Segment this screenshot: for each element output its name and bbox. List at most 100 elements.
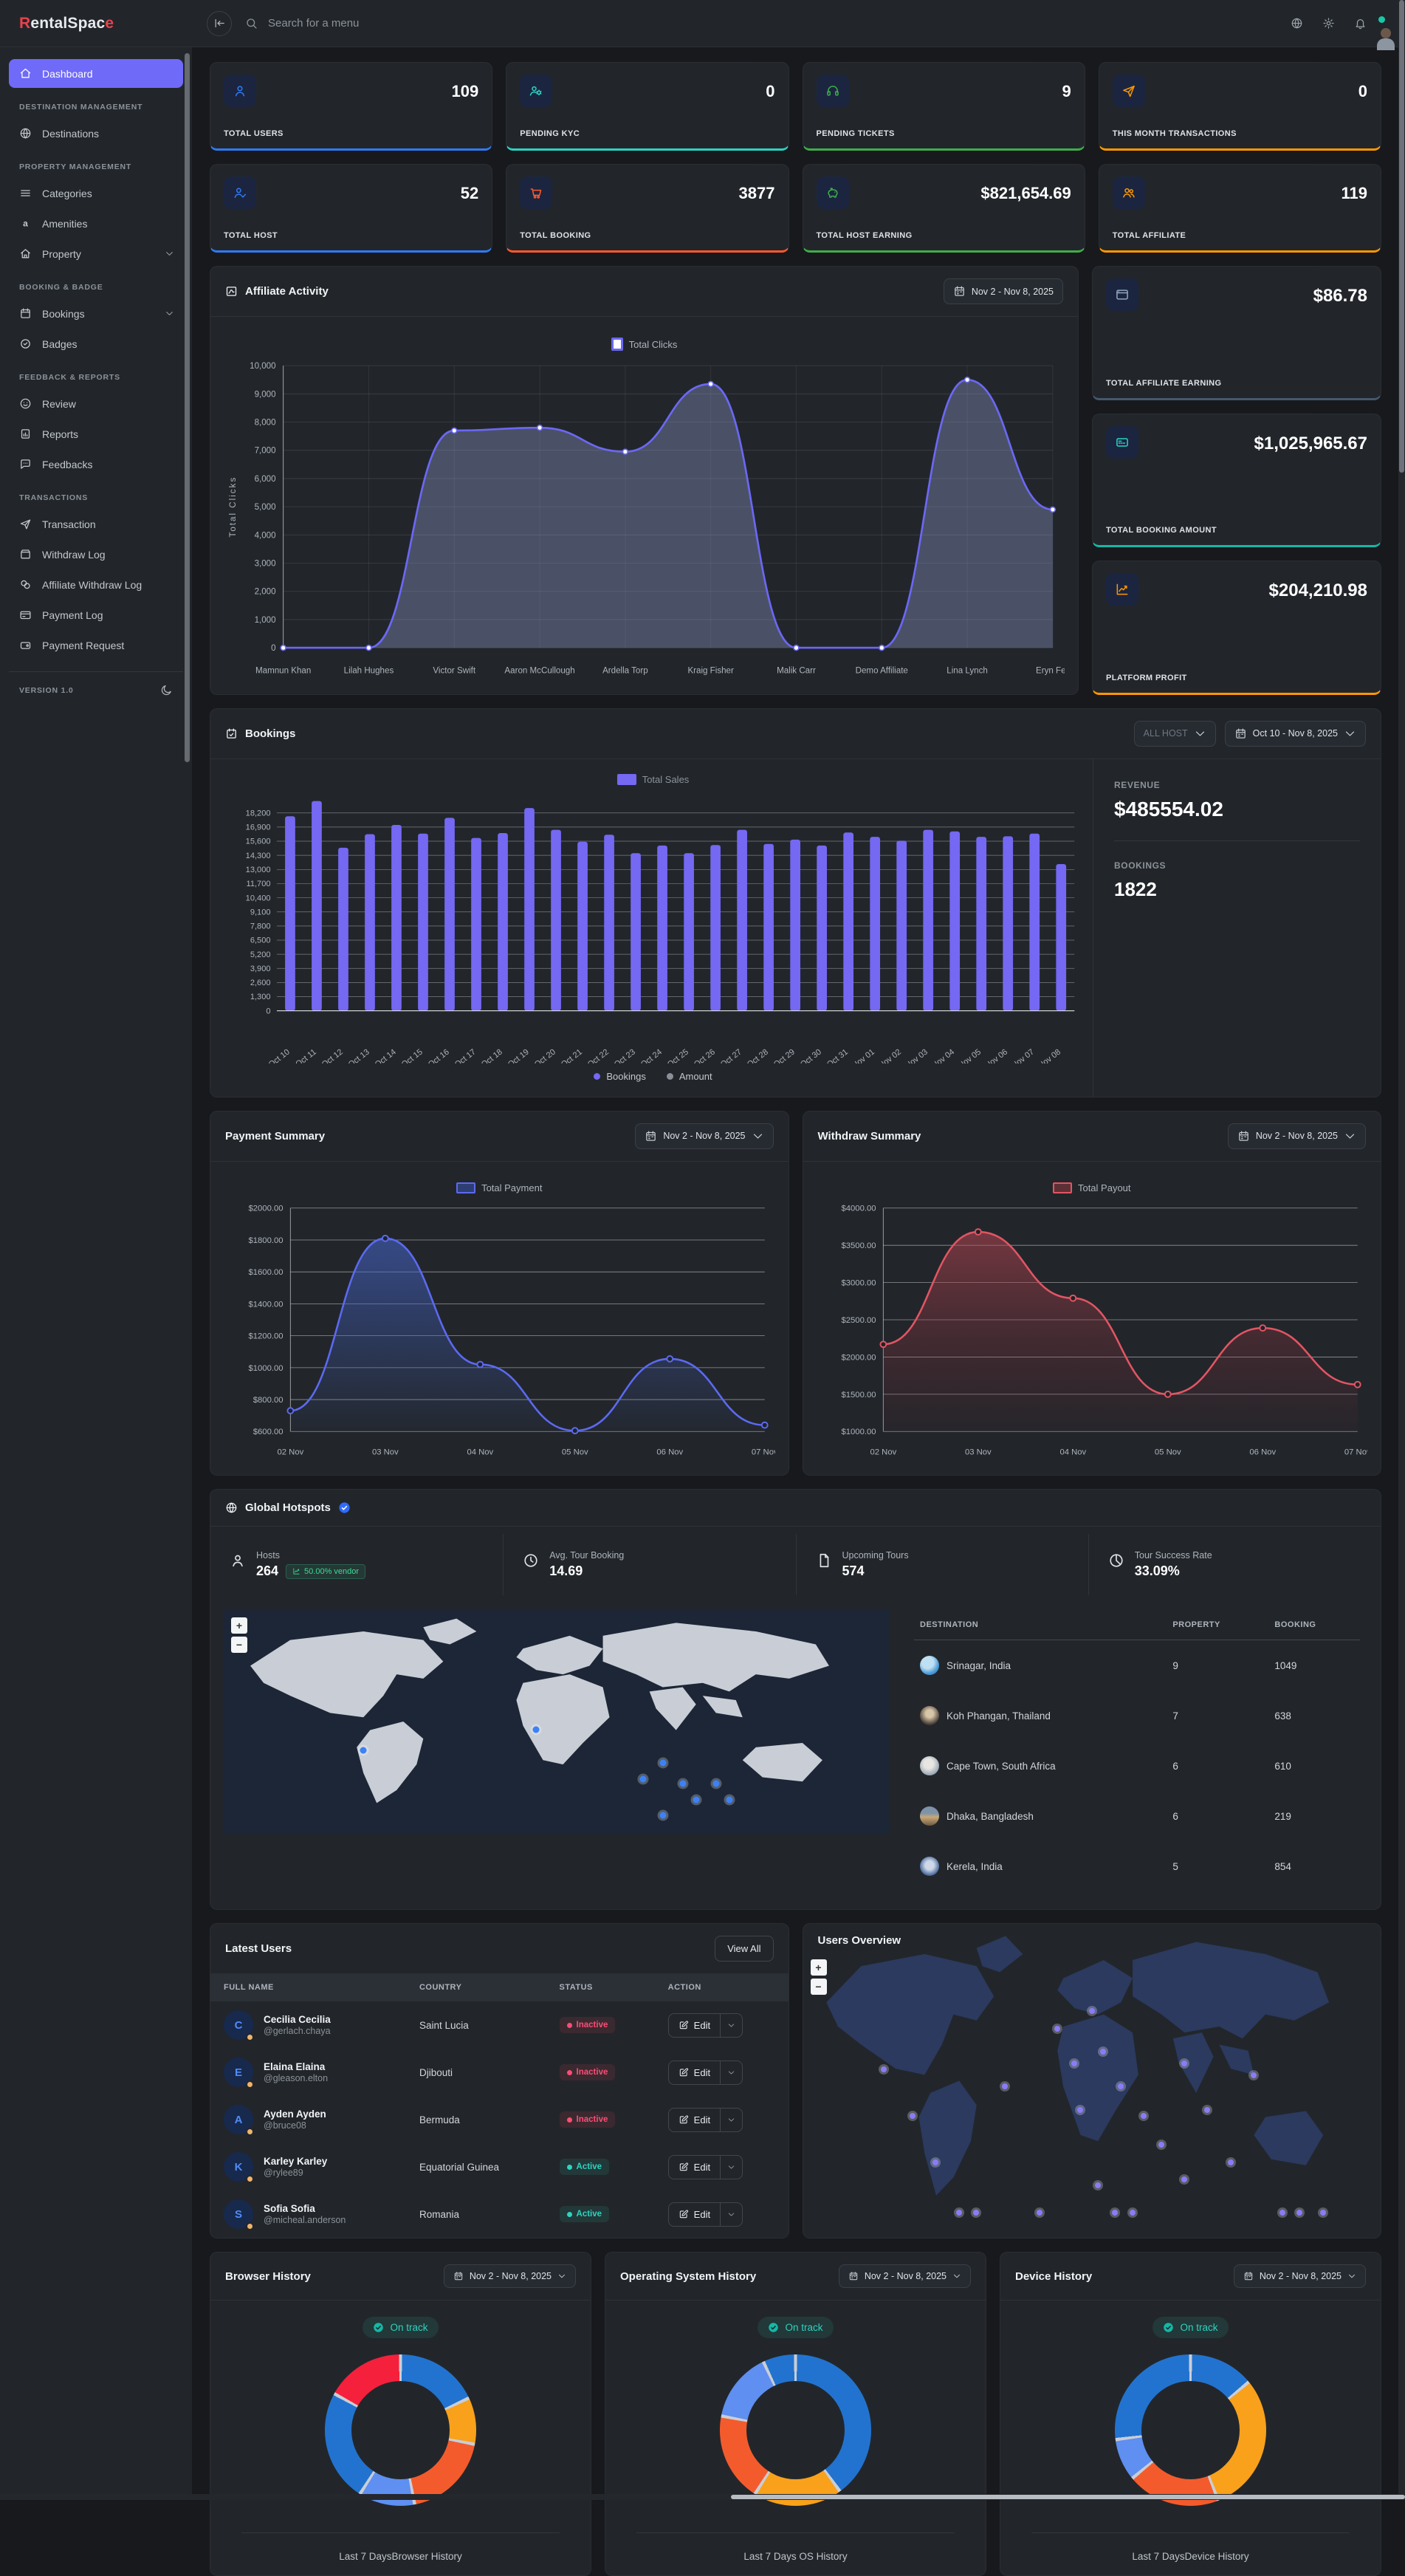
sidebar-item-transaction[interactable]: Transaction [9,510,183,538]
map-location-dot[interactable] [910,2112,916,2119]
map-location-dot[interactable] [679,1780,687,1787]
edit-dropdown-toggle[interactable] [720,2013,742,2037]
map-location-dot[interactable] [955,2210,962,2216]
language-globe-icon[interactable] [1291,17,1303,30]
sidebar-item-affiliate-withdraw-log[interactable]: Affiliate Withdraw Log [9,570,183,599]
page-scrollbar-horizontal[interactable] [0,2494,1405,2500]
sidebar-item-review[interactable]: Review [9,389,183,418]
sidebar-item-feedbacks[interactable]: Feedbacks [9,450,183,479]
map-location-dot[interactable] [1181,2176,1187,2183]
map-location-dot[interactable] [1319,2210,1326,2216]
edit-button-group[interactable]: Edit [667,2154,743,2179]
sidebar-scrollbar[interactable] [185,53,190,762]
map-location-dot[interactable] [1279,2210,1285,2216]
map-location-dot[interactable] [1100,2049,1107,2055]
withdraw-date-range[interactable]: Nov 2 - Nov 8, 2025 [1227,1123,1366,1149]
map-location-dot[interactable] [1204,2106,1211,2113]
sidebar-item-categories[interactable]: Categories [9,179,183,208]
map-location-dot[interactable] [639,1775,647,1783]
affiliate-date-range[interactable]: Nov 2 - Nov 8, 2025 [943,278,1063,304]
destination-row[interactable]: Cape Town, South Africa 6 610 [914,1741,1360,1791]
edit-dropdown-toggle[interactable] [720,2108,742,2131]
withdraw-legend[interactable]: Total Payout [817,1172,1368,1198]
map-zoom-in-button[interactable]: + [810,1959,827,1976]
sidebar-item-withdraw-log[interactable]: Withdraw Log [9,540,183,569]
map-zoom-out-button[interactable]: − [231,1637,247,1654]
map-location-dot[interactable] [726,1796,733,1803]
map-location-dot[interactable] [932,2159,939,2165]
app-logo[interactable]: RentalSpace [19,15,193,32]
map-location-dot[interactable] [973,2210,980,2216]
sidebar-item-dashboard[interactable]: Dashboard [9,59,183,88]
os-donut-chart[interactable] [720,2354,871,2507]
map-location-dot[interactable] [1227,2159,1234,2165]
map-location-dot[interactable] [532,1726,540,1733]
edit-dropdown-toggle[interactable] [720,2202,742,2226]
edit-button-group[interactable]: Edit [667,2012,743,2038]
map-zoom-in-button[interactable]: + [231,1617,247,1634]
edit-button-group[interactable]: Edit [667,2202,743,2227]
map-location-dot[interactable] [1054,2025,1060,2032]
legend-item-amount[interactable]: Amount [666,1071,712,1082]
map-location-dot[interactable] [1296,2210,1303,2216]
destination-row[interactable]: Dhaka, Bangladesh 6 219 [914,1791,1360,1841]
map-location-dot[interactable] [1158,2142,1164,2148]
edit-button[interactable]: Edit [669,2109,720,2131]
edit-button[interactable]: Edit [669,2156,720,2179]
sidebar-item-property[interactable]: Property [9,239,183,268]
edit-button[interactable]: Edit [669,2014,720,2037]
sidebar-item-badges[interactable]: Badges [9,329,183,358]
settings-gear-icon[interactable] [1322,17,1335,30]
map-location-dot[interactable] [1002,2083,1009,2090]
destination-row[interactable]: Srinagar, India 9 1049 [914,1640,1360,1691]
user-row[interactable]: C Cecilia Cecilia @gerlach.chaya Saint Luci… [210,2001,789,2049]
sidebar-item-payment-request[interactable]: Payment Request [9,631,183,660]
sidebar-item-payment-log[interactable]: Payment Log [9,600,183,629]
edit-dropdown-toggle[interactable] [720,2155,742,2179]
donut-date-range[interactable]: Nov 2 - Nov 8, 2025 [1233,2264,1366,2289]
edit-button[interactable]: Edit [669,2061,720,2084]
sidebar-item-amenities[interactable]: a Amenities [9,209,183,238]
donut-date-range[interactable]: Nov 2 - Nov 8, 2025 [443,2264,576,2289]
notifications-bell-icon[interactable] [1354,17,1367,30]
view-all-button[interactable]: View All [715,1936,774,1962]
map-location-dot[interactable] [1117,2083,1124,2090]
host-filter-dropdown[interactable]: ALL HOST [1133,720,1216,747]
map-location-dot[interactable] [693,1796,700,1803]
map-location-dot[interactable] [1094,2182,1101,2189]
map-location-dot[interactable] [712,1780,720,1787]
user-row[interactable]: K Karley Karley @rylee89 Equatorial Guinea A… [210,2143,789,2190]
donut-date-range[interactable]: Nov 2 - Nov 8, 2025 [838,2264,971,2289]
map-location-dot[interactable] [1129,2210,1136,2216]
sidebar-item-destinations[interactable]: Destinations [9,119,183,148]
sidebar-item-reports[interactable]: Reports [9,419,183,448]
edit-dropdown-toggle[interactable] [720,2061,742,2084]
users-overview-map[interactable]: + − [803,1924,1381,2238]
map-location-dot[interactable] [1112,2210,1119,2216]
map-location-dot[interactable] [1181,2060,1187,2066]
map-location-dot[interactable] [360,1747,367,1754]
map-location-dot[interactable] [1071,2060,1078,2066]
user-row[interactable]: A Ayden Ayden @bruce08 Bermuda Inactive Edit [210,2096,789,2143]
bookings-date-range[interactable]: Oct 10 - Nov 8, 2025 [1224,720,1366,747]
map-location-dot[interactable] [659,1759,667,1767]
edit-button[interactable]: Edit [669,2203,720,2226]
user-row[interactable]: S Sofia Sofia @micheal.anderson Romania Acti… [210,2190,789,2238]
payment-legend[interactable]: Total Payment [224,1172,775,1198]
bookings-legend[interactable]: Total Sales [221,764,1085,789]
map-location-dot[interactable] [659,1812,667,1819]
affiliate-legend[interactable]: Total Clicks [224,327,1065,355]
map-location-dot[interactable] [1037,2210,1043,2216]
map-location-dot[interactable] [1141,2112,1147,2119]
browser-donut-chart[interactable] [325,2354,476,2507]
payment-date-range[interactable]: Nov 2 - Nov 8, 2025 [635,1123,774,1149]
sidebar-collapse-button[interactable] [207,10,232,36]
sidebar-item-bookings[interactable]: Bookings [9,299,183,328]
edit-button-group[interactable]: Edit [667,2107,743,2132]
edit-button-group[interactable]: Edit [667,2060,743,2085]
map-location-dot[interactable] [1088,2008,1095,2015]
destination-row[interactable]: Kerela, India 5 854 [914,1841,1360,1891]
hotspots-world-map[interactable]: + − [224,1610,889,1834]
user-row[interactable]: E Elaina Elaina @gleason.elton Djibouti Inac… [210,2049,789,2096]
dark-mode-moon-icon[interactable] [160,684,173,696]
